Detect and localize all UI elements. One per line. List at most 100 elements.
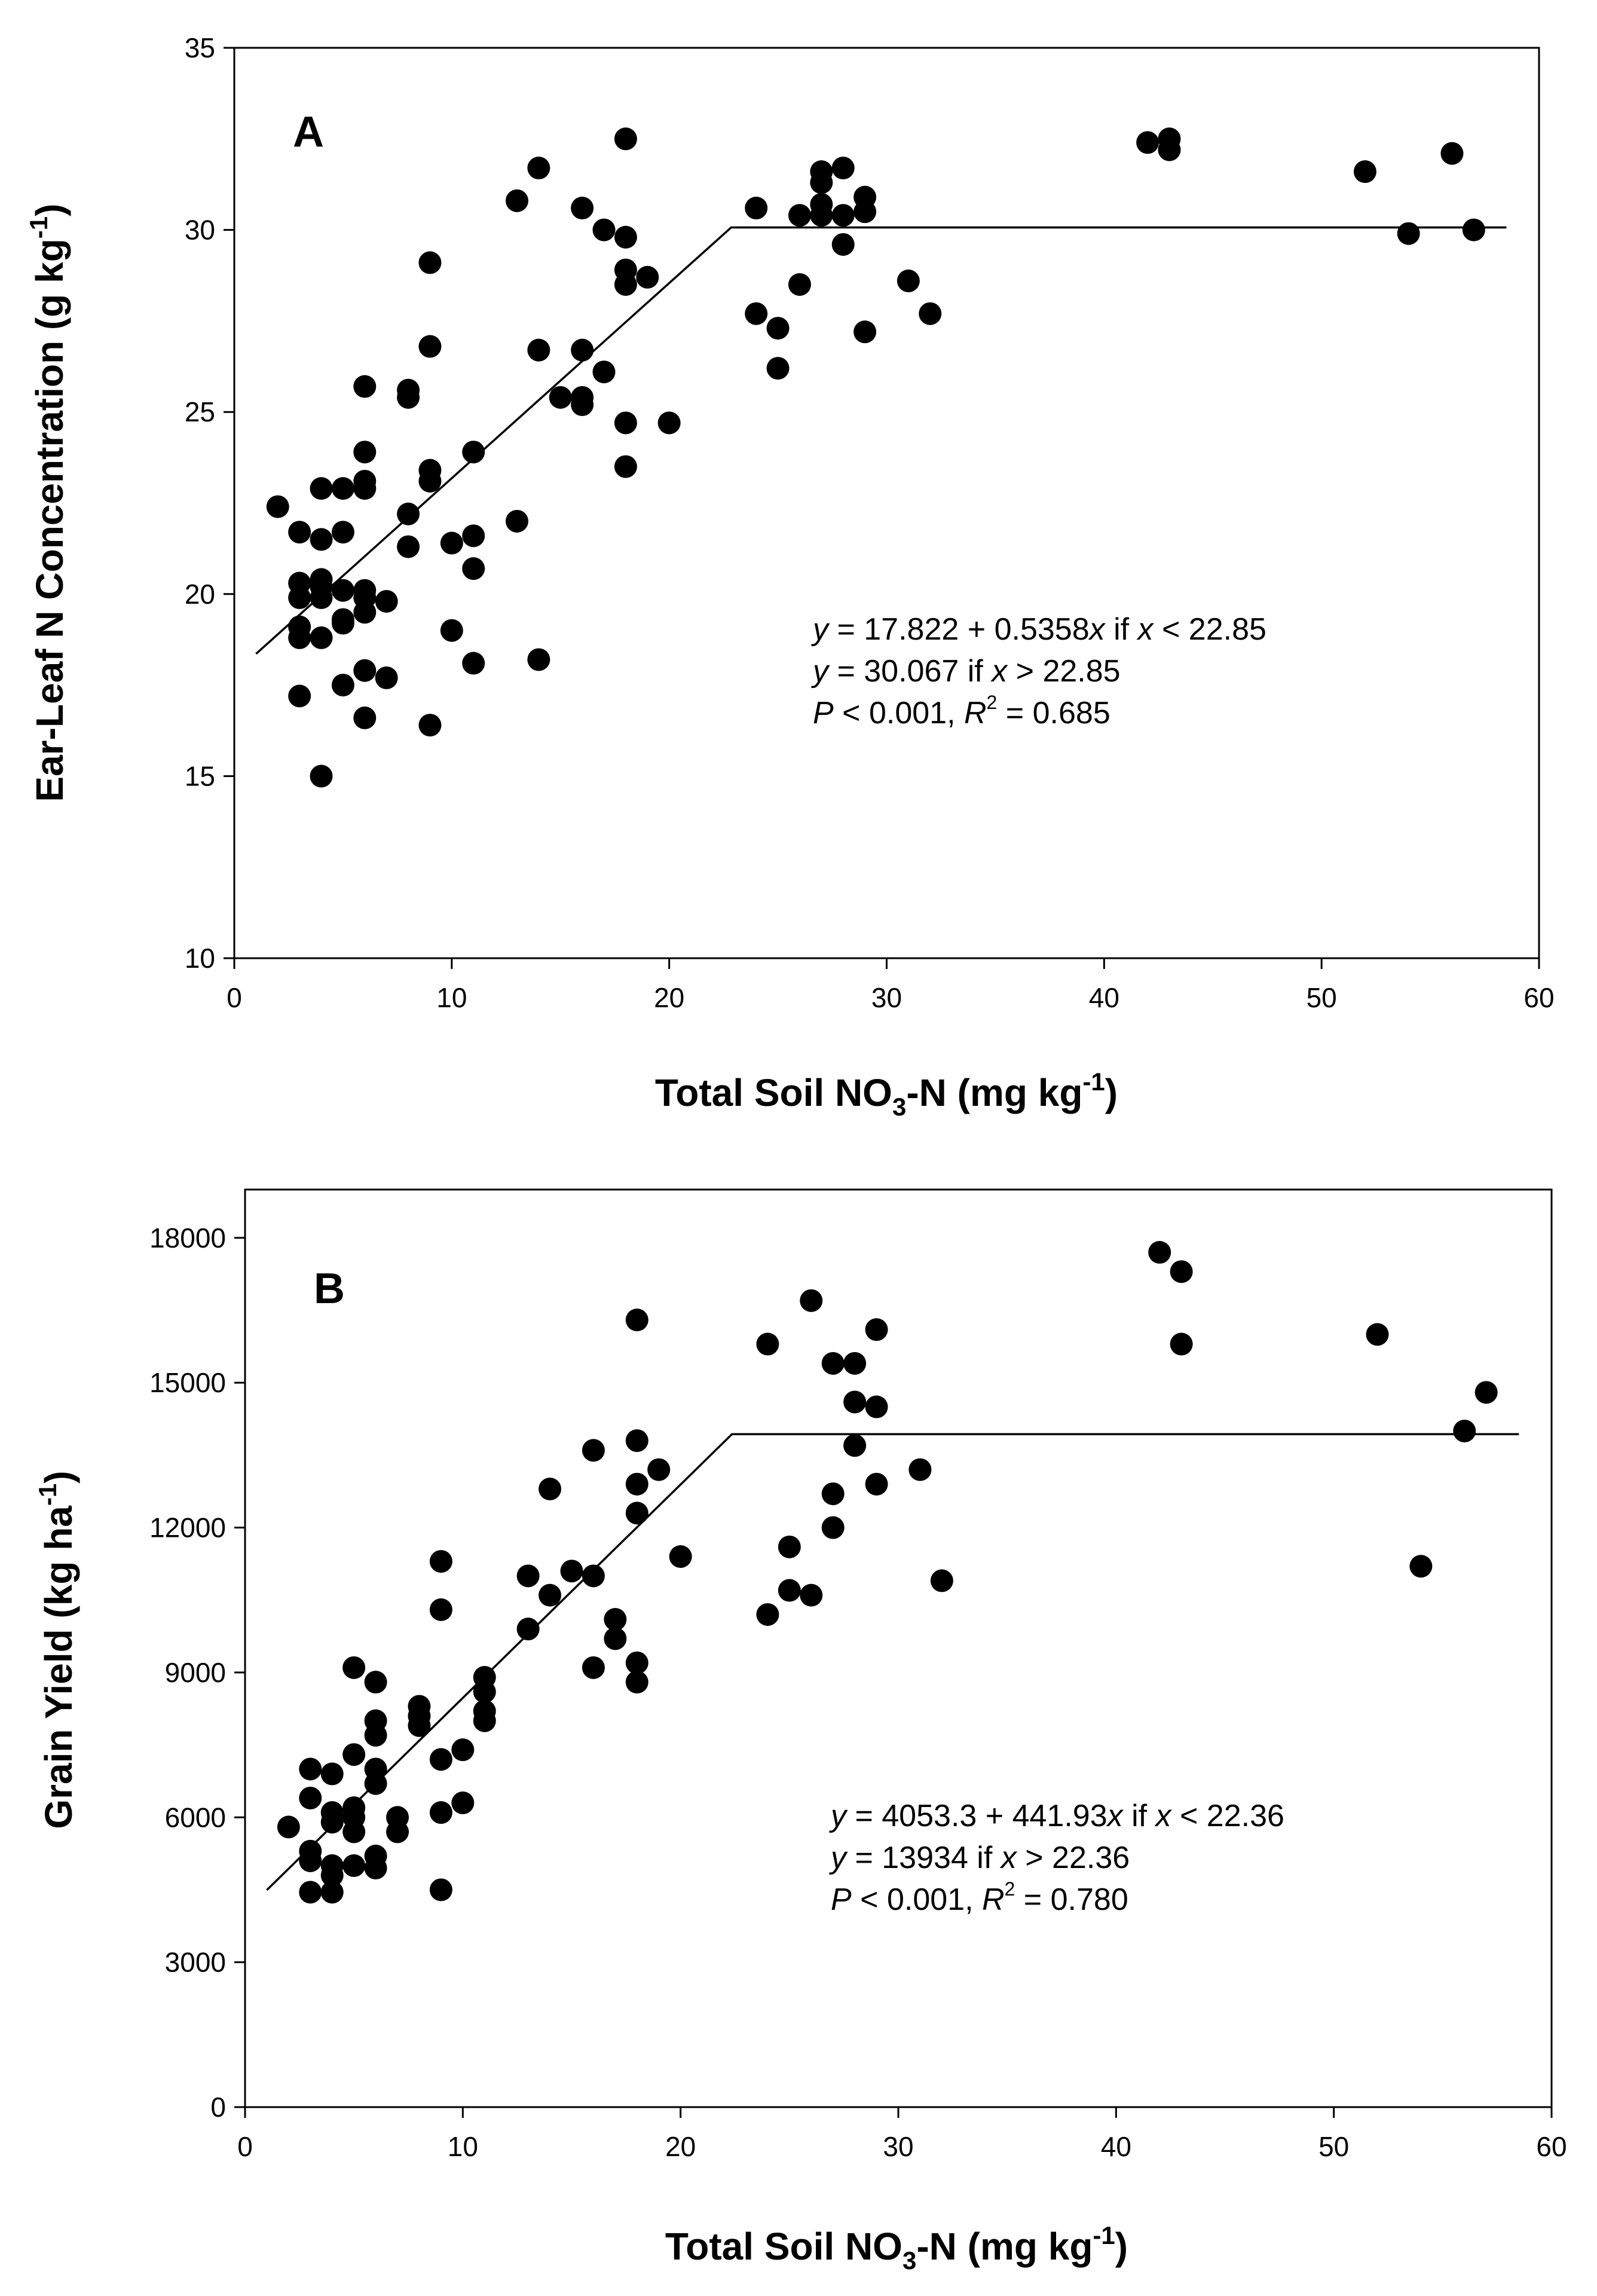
panel-a-x-tick-label: 50 — [1307, 982, 1337, 1013]
panel-b-data-point — [539, 1477, 562, 1500]
panel-b-data-point — [669, 1545, 692, 1568]
panel-a-y-axis-title: Ear-Leaf N Concentration (g kg-1) — [25, 204, 71, 802]
panel-a-data-point — [440, 531, 463, 555]
panel-a-data-point — [462, 524, 485, 548]
panel-b-data-point — [800, 1289, 823, 1312]
panel-b-data-point — [539, 1583, 562, 1607]
panel-a-data-point — [310, 765, 333, 788]
panel-a-data-point — [1440, 142, 1464, 165]
panel-b-equation-line-1: y = 4053.3 + 441.93x if x < 22.36 — [829, 1799, 1284, 1833]
panel-b-y-axis-title: Grain Yield (kg ha-1) — [33, 1470, 80, 1829]
panel-b-data-point — [320, 1762, 344, 1786]
panel-a-data-point — [527, 157, 550, 180]
panel-b-data-point — [756, 1332, 779, 1356]
panel-a-y-tick-label: 30 — [185, 215, 215, 246]
panel-a-y-tick-label: 10 — [185, 943, 215, 974]
panel-b-x-tick-label: 0 — [237, 2131, 253, 2162]
panel-a-data-point — [418, 251, 442, 274]
panel-b-data-point — [451, 1738, 475, 1762]
panel-b-y-tick-label: 9000 — [165, 1657, 226, 1688]
panel-b-data-point — [299, 1757, 322, 1781]
panel-b-data-point — [299, 1881, 322, 1904]
panel-b-data-point — [908, 1458, 932, 1481]
panel-b-data-point — [1474, 1381, 1498, 1404]
panel-b-data-point — [800, 1583, 823, 1607]
panel-a-data-point — [331, 674, 354, 697]
panel-a-data-point — [331, 579, 354, 602]
panel-b-data-point — [843, 1352, 867, 1375]
panel-b-data-point — [516, 1564, 540, 1588]
panel-a-data-point — [766, 317, 790, 340]
panel-a-y-tick-label: 25 — [185, 396, 215, 427]
panel-b-data-point — [299, 1849, 322, 1872]
panel-a-data-point — [745, 302, 768, 325]
panel-b-data-point — [429, 1550, 452, 1573]
panel-b-data-point — [625, 1429, 648, 1453]
panel-a-data-point — [810, 204, 833, 227]
panel-b-data-point — [342, 1854, 366, 1878]
panel-a-data-point — [636, 265, 659, 289]
panel-a-label: A — [293, 108, 324, 156]
panel-a-x-tick-label: 0 — [227, 982, 242, 1013]
panel-a-data-point — [310, 477, 333, 500]
panel-a-x-tick-label: 60 — [1523, 982, 1554, 1013]
panel-a-data-point — [353, 441, 377, 464]
panel-b-equation-line-2: y = 13934 if x > 22.36 — [829, 1841, 1130, 1875]
panel-b-x-tick-label: 50 — [1318, 2131, 1349, 2162]
panel-a-data-point — [571, 197, 594, 220]
panel-a-data-point — [853, 200, 877, 224]
panel-a-data-point — [375, 666, 398, 689]
panel-b-x-tick-label: 30 — [883, 2131, 913, 2162]
panel-a-data-point — [288, 684, 311, 708]
panel-b-data-point — [778, 1579, 801, 1602]
panel-a-points — [266, 127, 1485, 788]
panel-b: 0 10 20 30 40 50 60 0 3000 6000 9000 12000 15000 1800… — [33, 1188, 1567, 2274]
panel-a-data-point — [614, 225, 637, 249]
panel-b-data-point — [930, 1569, 953, 1592]
panel-b-data-point — [429, 1598, 452, 1621]
panel-a-data-point — [527, 648, 550, 671]
panel-a-data-point — [353, 601, 377, 624]
panel-b-data-point — [865, 1472, 888, 1496]
panel-a-data-point — [353, 375, 377, 398]
panel-b-data-point — [604, 1608, 627, 1631]
panel-a-data-point — [549, 386, 572, 409]
panel-a-data-point — [919, 302, 942, 325]
panel-a-data-point — [788, 273, 811, 296]
panel-b-x-axis-title: Total Soil NO3-N (mg kg-1) — [665, 2221, 1128, 2274]
panel-b-data-point — [429, 1878, 452, 1901]
panel-b-label: B — [314, 1265, 345, 1313]
panel-a-data-point — [288, 626, 311, 649]
panel-b-data-point — [342, 1743, 366, 1766]
panel-a-data-point — [397, 535, 420, 558]
panel-b-data-point — [865, 1318, 888, 1341]
panel-b-points — [277, 1241, 1498, 1904]
panel-a-data-point — [331, 477, 354, 500]
panel-b-data-point — [625, 1472, 648, 1496]
panel-a-data-point — [1136, 131, 1159, 154]
panel-b-data-point — [364, 1772, 387, 1795]
panel-a-data-point — [592, 360, 616, 384]
panel-a-data-point — [353, 477, 377, 500]
panel-b-data-point — [320, 1881, 344, 1904]
panel-b-data-point — [1170, 1332, 1193, 1356]
panel-b-x-tick-label: 20 — [665, 2131, 696, 2162]
panel-a-data-point — [766, 357, 790, 380]
panel-a-data-point — [288, 586, 311, 609]
panel-b-data-point — [408, 1714, 431, 1737]
panel-a-x-tick-label: 10 — [436, 982, 467, 1013]
panel-a-data-point — [1462, 218, 1485, 241]
panel-a-data-point — [353, 659, 377, 682]
panel-b-data-point — [1453, 1419, 1476, 1442]
panel-a-data-point — [788, 204, 811, 227]
panel-b-data-point — [582, 1439, 605, 1462]
panel-b-data-point — [647, 1458, 671, 1481]
panel-b-data-point — [342, 1656, 366, 1679]
panel-a-data-point — [853, 320, 877, 344]
panel-b-data-point — [625, 1651, 648, 1674]
panel-a-data-point — [831, 233, 855, 256]
panel-a-data-point — [418, 714, 442, 737]
panel-a-data-point — [1353, 160, 1376, 184]
panel-a-x-tick-label: 20 — [654, 982, 684, 1013]
